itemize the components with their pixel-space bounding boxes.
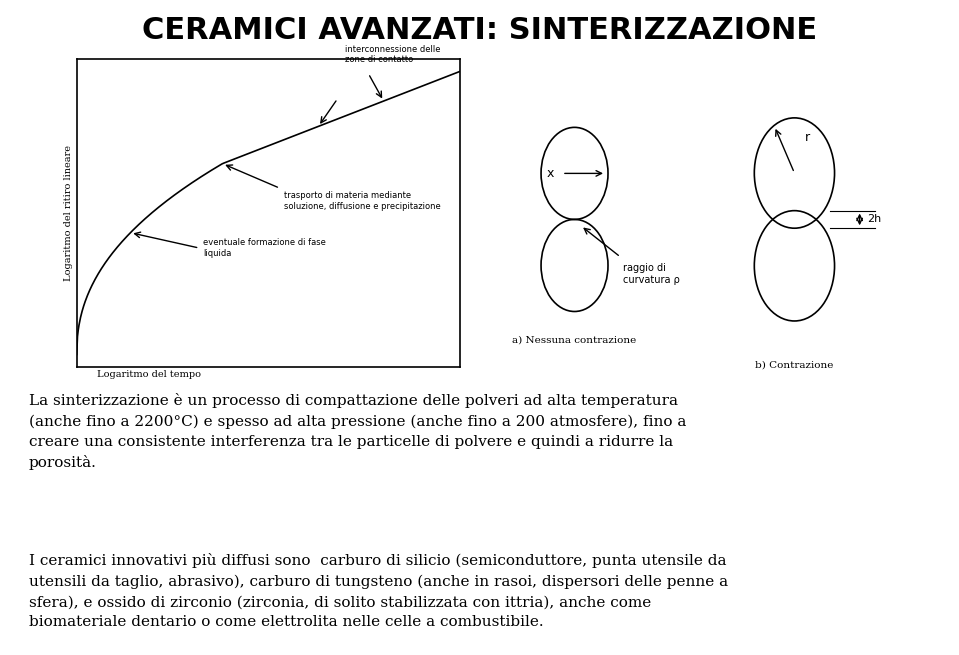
Y-axis label: Logaritmo del ritiro lineare: Logaritmo del ritiro lineare [63, 145, 73, 281]
Text: I ceramici innovativi più diffusi sono  carburo di silicio (semiconduttore, punt: I ceramici innovativi più diffusi sono c… [29, 553, 728, 629]
Text: CERAMICI AVANZATI: SINTERIZZAZIONE: CERAMICI AVANZATI: SINTERIZZAZIONE [142, 16, 817, 45]
Text: r: r [805, 132, 809, 145]
Text: b) Contrazione: b) Contrazione [756, 361, 833, 370]
Text: interconnessione delle
zone di contatto: interconnessione delle zone di contatto [345, 45, 441, 64]
Text: eventuale formazione di fase
liquida: eventuale formazione di fase liquida [203, 238, 326, 258]
Text: a) Nessuna contrazione: a) Nessuna contrazione [512, 336, 637, 345]
Text: La sinterizzazione è un processo di compattazione delle polveri ad alta temperat: La sinterizzazione è un processo di comp… [29, 393, 686, 470]
Text: trasporto di materia mediante
soluzione, diffusione e precipitazione: trasporto di materia mediante soluzione,… [284, 191, 440, 211]
Text: raggio di
curvatura ρ: raggio di curvatura ρ [622, 263, 680, 285]
Text: x: x [547, 167, 553, 180]
Text: Logaritmo del tempo: Logaritmo del tempo [97, 370, 200, 379]
Text: 2h: 2h [867, 214, 881, 225]
